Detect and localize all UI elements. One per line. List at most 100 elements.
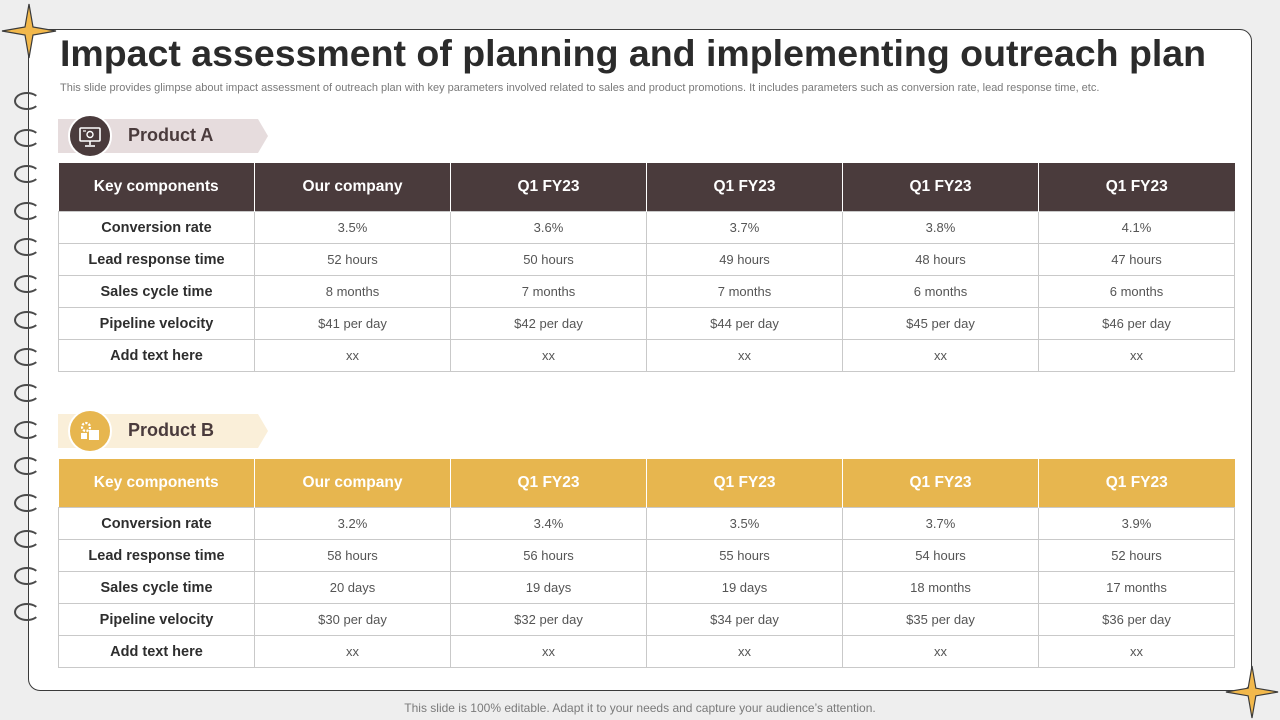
product-b-tag: Product B xyxy=(58,409,268,453)
table-cell: $30 per day xyxy=(254,603,451,636)
binding-ring xyxy=(14,238,40,256)
binding-ring xyxy=(14,384,40,402)
table-cell: xx xyxy=(646,635,843,668)
table-cell: 18 months xyxy=(842,571,1039,604)
table-cell: 8 months xyxy=(254,275,451,308)
sparkle-star-icon xyxy=(1,3,57,59)
column-header: Q1 FY23 xyxy=(842,163,1039,212)
table-cell: 49 hours xyxy=(646,243,843,276)
column-header: Key components xyxy=(58,459,255,508)
table-row: Conversion rate 3.5% 3.6% 3.7% 3.8% 4.1% xyxy=(58,211,1235,244)
row-label: Pipeline velocity xyxy=(58,307,255,340)
binding-ring xyxy=(14,347,40,366)
column-header: Q1 FY23 xyxy=(1038,459,1235,508)
table-cell: 58 hours xyxy=(254,539,451,572)
table-cell: xx xyxy=(1038,339,1235,372)
row-label: Sales cycle time xyxy=(58,275,255,308)
table-cell: 3.9% xyxy=(1038,507,1235,540)
row-label: Conversion rate xyxy=(58,507,255,540)
column-header: Q1 FY23 xyxy=(646,163,843,212)
table-cell: xx xyxy=(254,635,451,668)
table-cell: $35 per day xyxy=(842,603,1039,636)
binding-ring xyxy=(14,457,40,475)
table-header-row: Key components Our company Q1 FY23 Q1 FY… xyxy=(58,163,1235,212)
column-header: Key components xyxy=(58,163,255,212)
table-cell: 6 months xyxy=(1038,275,1235,308)
binding-ring xyxy=(14,128,40,147)
row-label: Sales cycle time xyxy=(58,571,255,604)
footer-note: This slide is 100% editable. Adapt it to… xyxy=(404,701,876,715)
table-cell: 50 hours xyxy=(450,243,647,276)
table-cell: 52 hours xyxy=(254,243,451,276)
product-b-label: Product B xyxy=(128,420,215,440)
page-title: Impact assessment of planning and implem… xyxy=(60,32,1207,74)
table-cell: xx xyxy=(1038,635,1235,668)
table-cell: $41 per day xyxy=(254,307,451,340)
column-header: Our company xyxy=(254,163,451,212)
product-b-table: Key components Our company Q1 FY23 Q1 FY… xyxy=(58,459,1235,668)
page-subtitle: This slide provides glimpse about impact… xyxy=(60,82,1100,94)
table-header-row: Key components Our company Q1 FY23 Q1 FY… xyxy=(58,459,1235,508)
table-row: Pipeline velocity $41 per day $42 per day $… xyxy=(58,307,1235,340)
binding-ring xyxy=(14,165,40,183)
row-label: Conversion rate xyxy=(58,211,255,244)
table-cell: 48 hours xyxy=(842,243,1039,276)
row-label: Add text here xyxy=(58,339,255,372)
table-cell: $34 per day xyxy=(646,603,843,636)
binding-ring xyxy=(14,493,40,512)
table-cell: $32 per day xyxy=(450,603,647,636)
binding-ring xyxy=(14,530,40,548)
presentation-icon xyxy=(68,114,112,158)
column-header: Q1 FY23 xyxy=(450,163,647,212)
table-row: Sales cycle time 8 months 7 months 7 months… xyxy=(58,275,1235,308)
table-cell: xx xyxy=(450,339,647,372)
table-cell: $46 per day xyxy=(1038,307,1235,340)
binding-ring xyxy=(14,274,40,293)
table-cell: 3.7% xyxy=(646,211,843,244)
table-cell: xx xyxy=(842,339,1039,372)
table-cell: $45 per day xyxy=(842,307,1039,340)
table-row: Conversion rate 3.2% 3.4% 3.5% 3.7% 3.9% xyxy=(58,507,1235,540)
table-row: Lead response time 52 hours 50 hours 49 hou… xyxy=(58,243,1235,276)
table-row: Sales cycle time 20 days 19 days 19 days 18 … xyxy=(58,571,1235,604)
column-header: Q1 FY23 xyxy=(842,459,1039,508)
table-row: Add text here xx xx xx xx xx xyxy=(58,339,1235,372)
table-cell: xx xyxy=(646,339,843,372)
binding-ring xyxy=(14,311,40,329)
gear-boxes-icon xyxy=(68,409,112,453)
binding-ring xyxy=(14,201,40,220)
table-cell: 17 months xyxy=(1038,571,1235,604)
table-cell: xx xyxy=(254,339,451,372)
sparkle-star-icon xyxy=(1225,665,1279,719)
table-cell: 7 months xyxy=(646,275,843,308)
binding-ring xyxy=(14,92,40,110)
binding-ring xyxy=(14,566,40,585)
table-cell: 4.1% xyxy=(1038,211,1235,244)
table-cell: 3.5% xyxy=(254,211,451,244)
table-cell: xx xyxy=(450,635,647,668)
table-cell: xx xyxy=(842,635,1039,668)
table-cell: 3.5% xyxy=(646,507,843,540)
table-cell: 20 days xyxy=(254,571,451,604)
column-header: Q1 FY23 xyxy=(646,459,843,508)
row-label: Lead response time xyxy=(58,539,255,572)
table-cell: 52 hours xyxy=(1038,539,1235,572)
table-cell: 19 days xyxy=(646,571,843,604)
table-cell: 3.4% xyxy=(450,507,647,540)
column-header: Q1 FY23 xyxy=(450,459,647,508)
product-a-tag: Product A xyxy=(58,114,268,158)
row-label: Add text here xyxy=(58,635,255,668)
row-label: Pipeline velocity xyxy=(58,603,255,636)
table-cell: 3.7% xyxy=(842,507,1039,540)
table-row: Pipeline velocity $30 per day $32 per day $… xyxy=(58,603,1235,636)
column-header: Our company xyxy=(254,459,451,508)
binding-ring xyxy=(14,420,40,439)
table-cell: 47 hours xyxy=(1038,243,1235,276)
table-cell: 54 hours xyxy=(842,539,1039,572)
product-a-label: Product A xyxy=(128,125,214,145)
table-row: Lead response time 58 hours 56 hours 55 hou… xyxy=(58,539,1235,572)
table-cell: $36 per day xyxy=(1038,603,1235,636)
column-header: Q1 FY23 xyxy=(1038,163,1235,212)
table-cell: 55 hours xyxy=(646,539,843,572)
table-cell: 19 days xyxy=(450,571,647,604)
